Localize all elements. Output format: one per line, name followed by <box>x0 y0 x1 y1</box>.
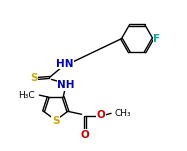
Text: S: S <box>52 116 59 126</box>
Text: CH₃: CH₃ <box>115 109 132 118</box>
Text: HN: HN <box>56 59 74 69</box>
Text: O: O <box>97 110 106 120</box>
Text: O: O <box>80 130 89 140</box>
Text: H₃C: H₃C <box>18 91 34 100</box>
Text: S: S <box>30 73 38 84</box>
Text: F: F <box>153 34 160 44</box>
Text: NH: NH <box>57 80 75 90</box>
